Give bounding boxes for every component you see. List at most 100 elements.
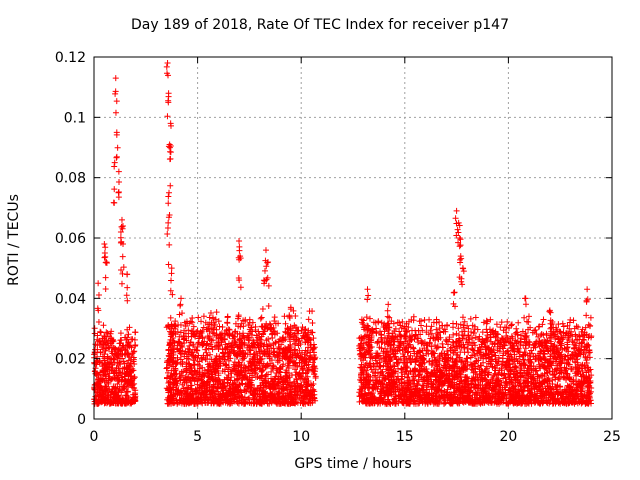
data-point [98, 344, 105, 351]
data-point [173, 383, 180, 390]
data-point [515, 319, 522, 326]
data-point [94, 346, 101, 353]
data-point [116, 359, 123, 366]
data-point [421, 317, 428, 324]
data-point [245, 380, 252, 387]
data-point [202, 346, 209, 353]
data-point [286, 314, 293, 321]
data-point [245, 321, 252, 328]
data-point [163, 365, 170, 372]
data-point [249, 319, 256, 326]
data-point [168, 331, 175, 338]
data-point [130, 354, 137, 361]
data-point [226, 326, 233, 333]
data-point [125, 342, 132, 349]
data-point [96, 393, 103, 400]
data-point [126, 363, 133, 370]
data-point [244, 332, 251, 339]
data-point [102, 347, 109, 354]
data-point [525, 313, 532, 320]
data-point [219, 324, 226, 331]
data-point [207, 309, 214, 316]
data-point [276, 336, 283, 343]
data-point [102, 399, 109, 406]
data-point [532, 326, 539, 333]
data-point [131, 342, 138, 349]
data-point [195, 314, 202, 321]
data-point [108, 328, 115, 335]
data-point [309, 308, 316, 315]
data-point [585, 321, 592, 328]
data-point [409, 327, 416, 334]
data-point [97, 328, 104, 335]
data-point [129, 365, 136, 372]
data-points [91, 60, 595, 407]
data-point [116, 383, 123, 390]
data-point [196, 358, 203, 365]
chart-title: Day 189 of 2018, Rate Of TEC Index for r… [131, 17, 509, 33]
data-point [92, 365, 99, 372]
data-point [204, 366, 211, 373]
data-point [258, 314, 265, 321]
data-point [373, 325, 380, 332]
data-point [119, 369, 126, 376]
data-point [292, 312, 299, 319]
data-point [266, 400, 273, 407]
data-point [108, 399, 115, 406]
data-point [204, 379, 211, 386]
data-point [130, 348, 137, 355]
data-point [112, 375, 119, 382]
data-point [185, 333, 192, 340]
data-point [249, 372, 256, 379]
data-point [224, 320, 231, 327]
data-point [172, 318, 179, 325]
data-point [312, 374, 319, 381]
data-point [93, 372, 100, 379]
data-point [117, 337, 124, 344]
data-point [240, 330, 247, 337]
data-point [109, 362, 116, 369]
data-point [291, 359, 298, 366]
data-point [106, 333, 113, 340]
data-point [215, 318, 222, 325]
data-point [97, 378, 104, 385]
data-point [465, 325, 472, 332]
data-point [104, 359, 111, 366]
data-point [209, 329, 216, 336]
data-point [165, 369, 172, 376]
data-point [182, 323, 189, 330]
data-point [97, 349, 104, 356]
data-point [117, 400, 124, 407]
data-point [186, 361, 193, 368]
data-point [124, 389, 131, 396]
data-point [201, 372, 208, 379]
data-point [91, 398, 98, 405]
data-point [198, 318, 205, 325]
data-point [112, 385, 119, 392]
data-point [100, 322, 107, 329]
data-point [109, 338, 116, 345]
data-point [104, 354, 111, 361]
data-point [525, 318, 532, 325]
data-point [118, 389, 125, 396]
data-point [472, 314, 479, 321]
data-point [127, 360, 134, 367]
data-point [213, 309, 220, 316]
data-point [375, 338, 382, 345]
data-point [305, 316, 312, 323]
data-point [479, 329, 486, 336]
data-point [206, 314, 213, 321]
data-point [176, 333, 183, 340]
data-point [308, 382, 315, 389]
data-point [96, 392, 103, 399]
data-point [125, 371, 132, 378]
data-point [110, 391, 117, 398]
data-point [128, 336, 135, 343]
data-point [101, 355, 108, 362]
data-point [123, 364, 130, 371]
data-point [209, 346, 216, 353]
data-point [467, 315, 474, 322]
data-point [177, 329, 184, 336]
data-point [298, 382, 305, 389]
